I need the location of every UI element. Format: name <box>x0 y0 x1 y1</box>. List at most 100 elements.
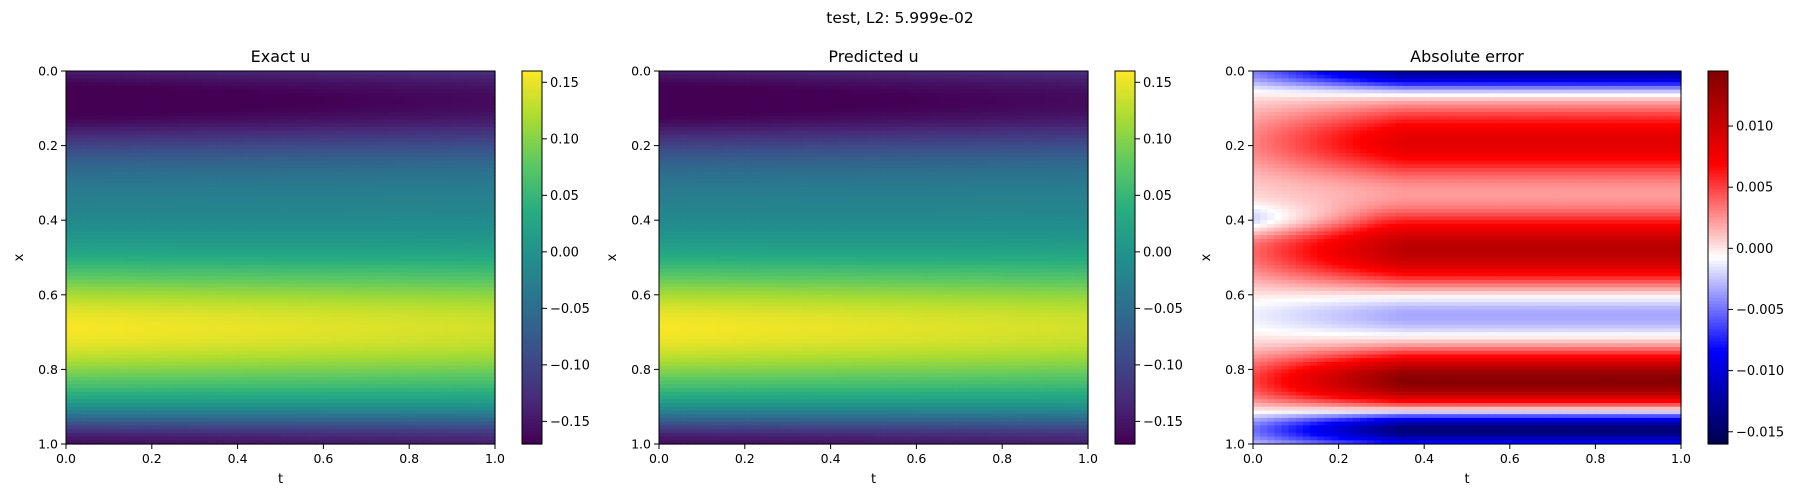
heatmap-cell <box>466 116 474 120</box>
heatmap-cell <box>459 336 467 340</box>
heatmap-cell <box>102 246 110 250</box>
heatmap-cell <box>123 302 131 306</box>
heatmap-cell <box>373 332 381 336</box>
heatmap-cell <box>373 179 381 183</box>
heatmap-cell <box>152 362 160 366</box>
heatmap-cell <box>195 306 203 310</box>
heatmap-cell <box>166 306 174 310</box>
heatmap-cell <box>273 138 281 142</box>
heatmap-cell <box>445 302 453 306</box>
heatmap-cell <box>138 358 146 362</box>
heatmap-cell <box>409 198 417 202</box>
heatmap-cell <box>109 287 117 291</box>
heatmap-cell <box>402 358 410 362</box>
heatmap-cell <box>323 187 331 191</box>
heatmap-cell <box>345 254 353 258</box>
heatmap-cell <box>438 116 446 120</box>
heatmap-cell <box>159 258 167 262</box>
heatmap-cell <box>245 183 253 187</box>
heatmap-cell <box>230 228 238 232</box>
heatmap-cell <box>130 258 138 262</box>
heatmap-cell <box>87 134 95 138</box>
heatmap-cell <box>66 97 74 101</box>
heatmap-cell <box>288 295 296 299</box>
heatmap-cell <box>238 224 246 228</box>
heatmap-cell <box>116 194 124 198</box>
heatmap-cell <box>459 306 467 310</box>
heatmap-cell <box>138 198 146 202</box>
heatmap-cell <box>359 164 367 168</box>
heatmap-cell <box>130 93 138 97</box>
heatmap-cell <box>345 373 353 377</box>
heatmap-cell <box>416 209 424 213</box>
heatmap-cell <box>259 258 267 262</box>
heatmap-cell <box>252 280 260 284</box>
heatmap-cell <box>388 369 396 373</box>
heatmap-cell <box>424 336 432 340</box>
heatmap-cell <box>295 317 303 321</box>
heatmap-cell <box>223 265 231 269</box>
heatmap-cell <box>459 82 467 86</box>
heatmap-cell <box>366 287 374 291</box>
heatmap-cell <box>488 134 496 138</box>
heatmap-cell <box>195 291 203 295</box>
heatmap-cell <box>87 302 95 306</box>
heatmap-cell <box>252 347 260 351</box>
heatmap-cell <box>345 175 353 179</box>
heatmap-cell <box>316 205 324 209</box>
heatmap-cell <box>266 86 274 90</box>
heatmap-cell <box>409 265 417 269</box>
heatmap-cell <box>295 362 303 366</box>
heatmap-cell <box>138 310 146 314</box>
heatmap-cell <box>180 291 188 295</box>
heatmap-cell <box>395 235 403 239</box>
heatmap-cell <box>395 265 403 269</box>
heatmap-cell <box>87 119 95 123</box>
heatmap-cell <box>166 269 174 273</box>
heatmap-cell <box>188 146 196 150</box>
heatmap-cell <box>288 369 296 373</box>
heatmap-cell <box>259 86 267 90</box>
heatmap-cell <box>195 321 203 325</box>
heatmap-cell <box>466 366 474 370</box>
heatmap-cell <box>159 336 167 340</box>
heatmap-cell <box>424 97 432 101</box>
heatmap-cell <box>366 313 374 317</box>
heatmap-cell <box>395 373 403 377</box>
heatmap-cell <box>152 216 160 220</box>
heatmap-cell <box>281 321 289 325</box>
heatmap-cell <box>366 224 374 228</box>
heatmap-cell <box>388 269 396 273</box>
heatmap-cell <box>109 198 117 202</box>
heatmap-cell <box>80 101 88 105</box>
heatmap-cell <box>266 373 274 377</box>
heatmap-cell <box>302 161 310 165</box>
heatmap-cell <box>216 205 224 209</box>
heatmap-cell <box>152 194 160 198</box>
heatmap-cell <box>445 209 453 213</box>
heatmap-cell <box>216 198 224 202</box>
heatmap-cell <box>316 280 324 284</box>
heatmap-cell <box>273 187 281 191</box>
heatmap-cell <box>188 112 196 116</box>
heatmap-cell <box>488 284 496 288</box>
heatmap-cell <box>438 250 446 254</box>
heatmap-cell <box>409 295 417 299</box>
heatmap-cell <box>395 123 403 127</box>
heatmap-cell <box>452 325 460 329</box>
heatmap-cell <box>66 134 74 138</box>
heatmap-cell <box>95 231 103 235</box>
heatmap-cell <box>366 116 374 120</box>
heatmap-cell <box>373 71 381 75</box>
heatmap-cell <box>288 325 296 329</box>
heatmap-cell <box>338 116 346 120</box>
heatmap-cell <box>459 213 467 217</box>
heatmap-cell <box>395 317 403 321</box>
heatmap-cell <box>216 358 224 362</box>
heatmap-cell <box>281 284 289 288</box>
heatmap-cell <box>395 325 403 329</box>
heatmap-cell <box>202 321 210 325</box>
heatmap-cell <box>281 246 289 250</box>
heatmap-cell <box>395 93 403 97</box>
heatmap-cell <box>466 280 474 284</box>
